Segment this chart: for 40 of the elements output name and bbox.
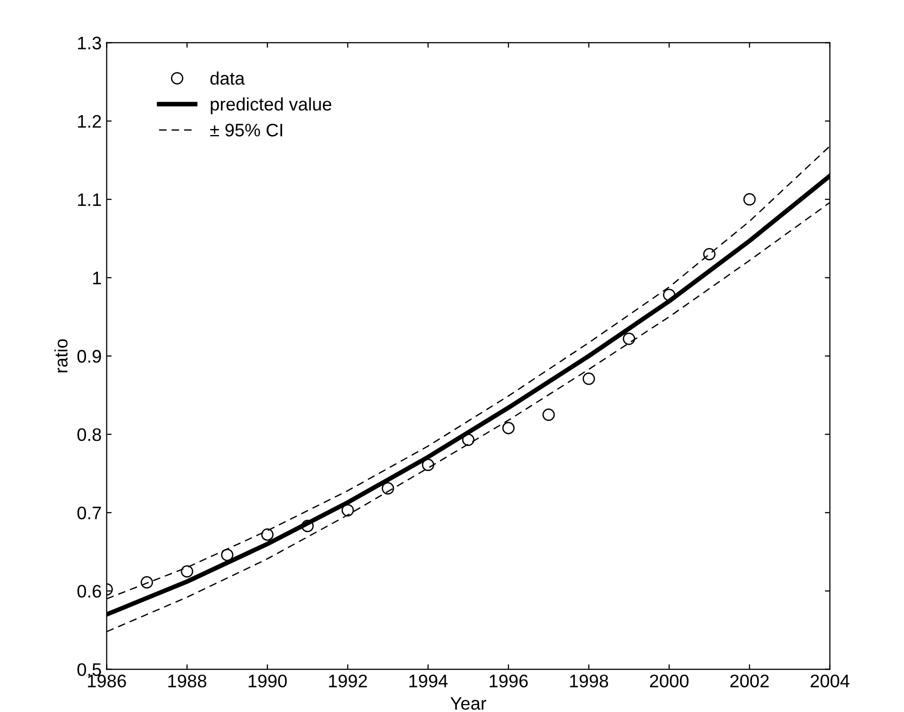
point bbox=[462, 434, 474, 446]
legend-label: predicted value bbox=[210, 97, 332, 114]
y-tick-label: 1.1 bbox=[78, 193, 101, 206]
x-tick-label: 1992 bbox=[329, 674, 367, 688]
point bbox=[662, 288, 676, 302]
x-tick-label: 2002 bbox=[730, 674, 769, 688]
x-tick-label: 2004 bbox=[810, 674, 850, 688]
x-tick-label: 1986 bbox=[88, 674, 126, 688]
point bbox=[743, 193, 756, 206]
y-tick-label: 0.9 bbox=[77, 350, 101, 363]
point bbox=[140, 576, 154, 589]
y-tick-label: 0.8 bbox=[77, 428, 102, 442]
point bbox=[703, 248, 716, 260]
point bbox=[542, 408, 555, 421]
point bbox=[622, 332, 636, 345]
point bbox=[261, 528, 274, 541]
point bbox=[502, 422, 515, 434]
x-tick-label: 1996 bbox=[490, 674, 528, 688]
legend-label: data bbox=[210, 72, 245, 85]
y-tick-label: 1.2 bbox=[78, 114, 101, 128]
x-axis-title: Year bbox=[450, 697, 486, 710]
x-tick-label: 2000 bbox=[650, 674, 689, 688]
point bbox=[180, 565, 194, 578]
y-tick-label: 0.5 bbox=[77, 663, 102, 676]
point bbox=[301, 520, 314, 532]
legend-label: ± 95% CI bbox=[210, 124, 282, 136]
point bbox=[382, 482, 394, 495]
point bbox=[342, 504, 354, 516]
point bbox=[422, 458, 434, 472]
x-tick-label: 1998 bbox=[570, 674, 608, 688]
x-tick-label: 1994 bbox=[409, 674, 448, 688]
y-tick-label: 0.7 bbox=[77, 506, 101, 520]
y-tick-label: 1.3 bbox=[78, 36, 102, 50]
point bbox=[221, 548, 234, 562]
y-axis-title: ratio bbox=[54, 339, 68, 372]
x-tick-label: 1988 bbox=[168, 674, 206, 688]
y-tick-label: 1 bbox=[93, 272, 101, 284]
x-tick-label: 1990 bbox=[248, 674, 287, 688]
point bbox=[582, 372, 595, 385]
y-tick-label: 0.6 bbox=[77, 584, 102, 598]
